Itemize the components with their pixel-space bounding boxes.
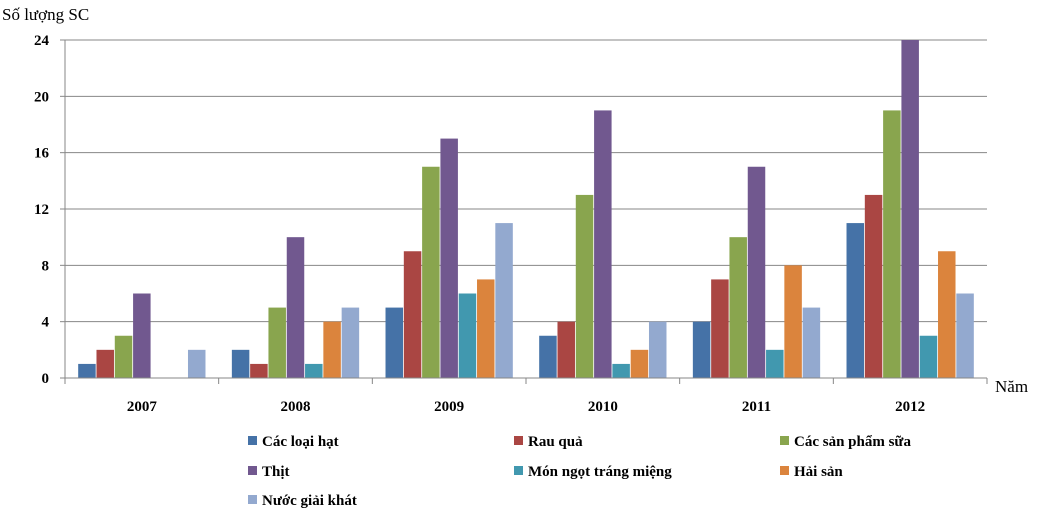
bar <box>692 321 711 378</box>
y-tick-label: 0 <box>42 371 50 387</box>
y-axis-title: Số lượng SC <box>2 5 89 24</box>
bar <box>231 349 250 378</box>
legend-swatch <box>248 436 257 445</box>
legend-swatch <box>780 466 789 475</box>
bar <box>802 307 821 378</box>
legend-item: Hải sản <box>780 464 843 480</box>
x-tick-label: 2008 <box>281 399 311 415</box>
bar <box>385 307 404 378</box>
x-tick-label: 2010 <box>588 399 618 415</box>
bar <box>78 363 96 378</box>
x-tick-label: 2012 <box>895 399 925 415</box>
bars <box>78 40 974 379</box>
bar <box>766 349 784 378</box>
y-tick-label: 4 <box>42 315 50 331</box>
bar <box>250 363 268 378</box>
bar <box>422 166 440 378</box>
y-tick-label: 8 <box>42 258 50 274</box>
bar <box>114 335 133 378</box>
legend-item: Các sản phẩm sữa <box>780 434 911 450</box>
legend-swatch <box>514 466 523 475</box>
x-tick-label: 2007 <box>127 399 158 415</box>
bar <box>96 349 114 378</box>
bar <box>938 251 956 378</box>
bar <box>630 349 649 378</box>
legend-item: Rau quả <box>514 434 583 450</box>
bar <box>575 194 594 378</box>
bar <box>305 363 323 378</box>
legend-item: Món ngọt tráng miệng <box>514 464 672 480</box>
y-tick-label: 16 <box>34 146 50 162</box>
legend-item: Thịt <box>248 464 290 480</box>
bar <box>477 279 495 378</box>
bar <box>268 307 286 378</box>
bar <box>612 363 630 378</box>
gridlines <box>65 39 987 323</box>
legend: Các loại hạt Rau quả Các sản phẩm sữa Thịt M… <box>248 434 911 509</box>
bar <box>956 293 974 378</box>
bar <box>133 293 151 378</box>
y-tick-label: 12 <box>34 202 49 218</box>
bar <box>883 110 901 379</box>
legend-item: Các loại hạt <box>248 434 339 450</box>
y-tick-label: 20 <box>34 89 49 105</box>
legend-label: Thịt <box>262 464 290 480</box>
bar <box>901 40 919 378</box>
legend-item: Nước giải khát <box>248 493 357 509</box>
legend-label: Các loại hạt <box>262 434 339 450</box>
x-tick-label: 2009 <box>434 399 464 415</box>
bar <box>403 251 422 378</box>
x-axis-title: Năm <box>995 377 1028 396</box>
y-axis-ticks: 0 4 8 12 16 20 24 <box>34 33 65 387</box>
bar <box>784 265 802 378</box>
bar <box>539 335 557 378</box>
legend-label: Các sản phẩm sữa <box>794 434 911 450</box>
legend-label: Món ngọt tráng miệng <box>528 464 672 480</box>
bar <box>323 321 341 378</box>
bar <box>864 194 883 378</box>
bar <box>729 237 747 378</box>
x-tick-label: 2011 <box>742 399 771 415</box>
legend-swatch <box>514 436 523 445</box>
bar <box>440 138 458 378</box>
legend-label: Rau quả <box>528 434 583 450</box>
y-tick-label: 24 <box>34 33 50 49</box>
bar <box>495 223 513 378</box>
legend-label: Hải sản <box>794 464 843 480</box>
legend-swatch <box>248 466 257 475</box>
bar <box>919 335 938 378</box>
bar <box>594 110 612 379</box>
bar <box>341 307 360 378</box>
bar <box>286 237 305 378</box>
bar <box>747 166 766 378</box>
legend-label: Nước giải khát <box>262 493 357 509</box>
bar <box>187 349 206 378</box>
x-axis-ticks: 2007 2008 2009 2010 2011 2012 <box>64 378 988 415</box>
legend-swatch <box>248 495 257 504</box>
bar <box>458 293 477 378</box>
bar <box>648 321 667 378</box>
legend-swatch <box>780 436 789 445</box>
bar <box>557 321 575 378</box>
bar <box>711 279 729 378</box>
bar <box>846 223 865 378</box>
